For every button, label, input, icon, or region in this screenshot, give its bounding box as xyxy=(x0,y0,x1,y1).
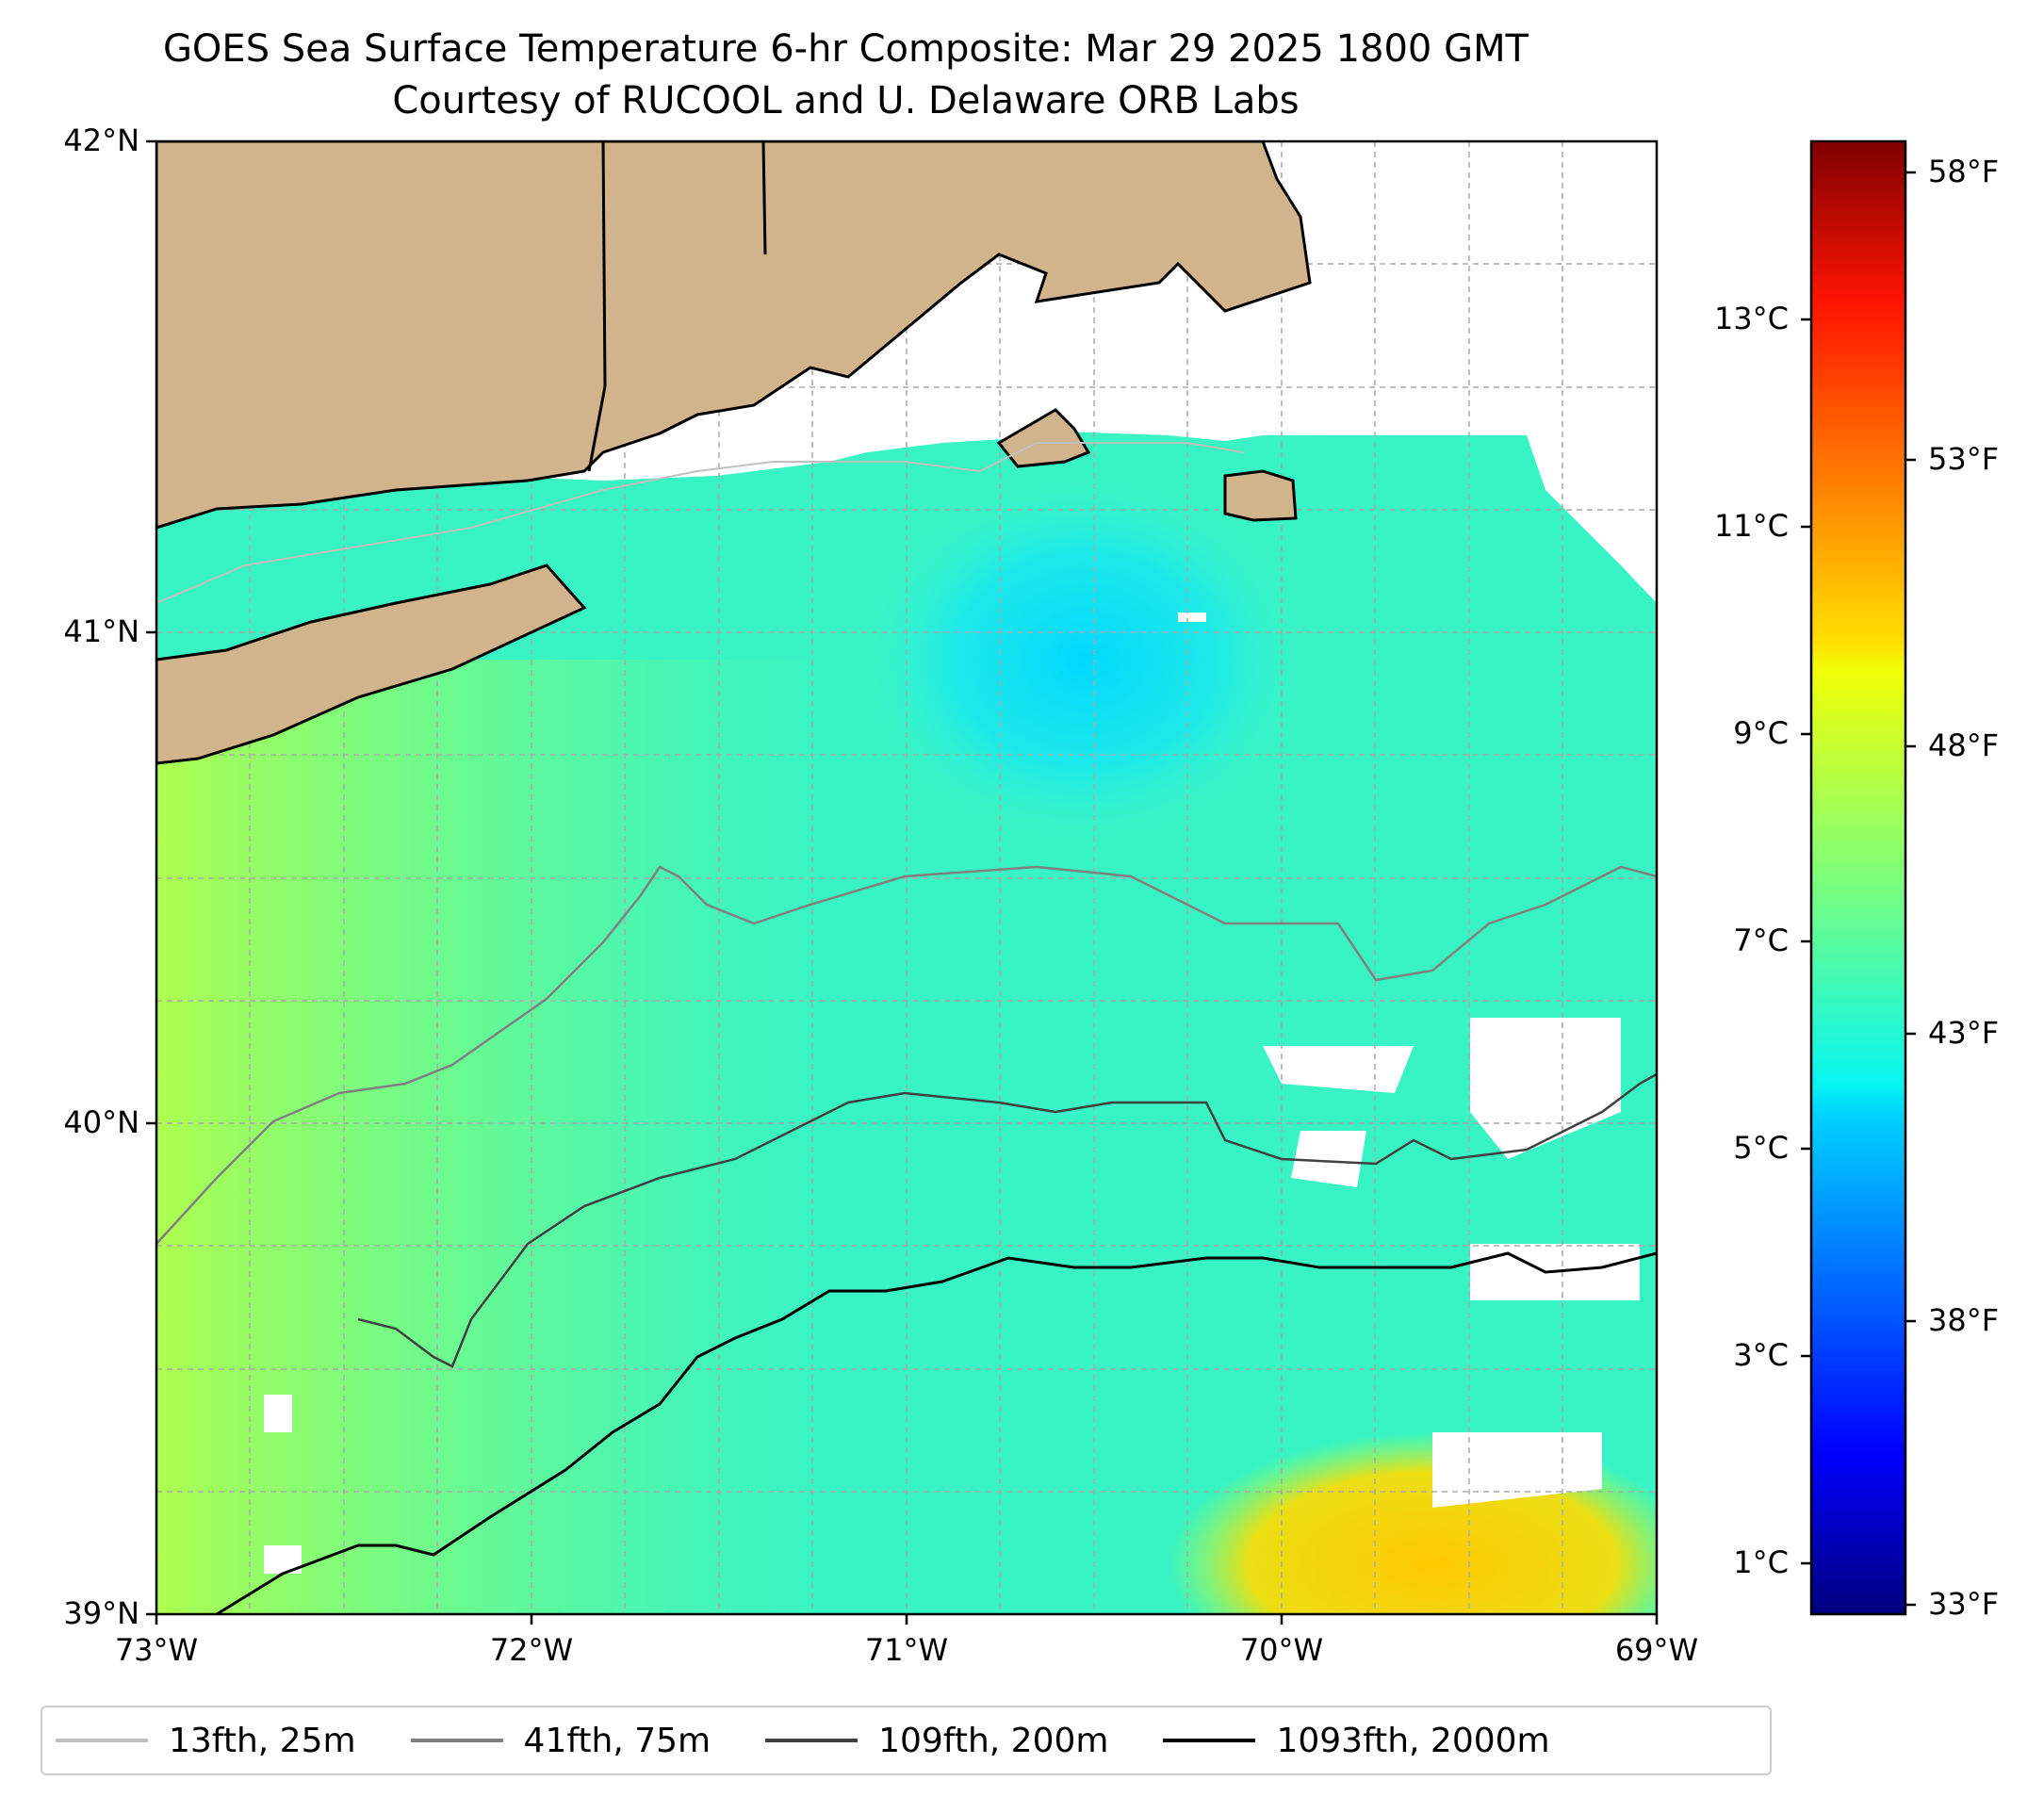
lon-tick-label: 70°W xyxy=(1239,1632,1324,1668)
colorbar-fahrenheit-label: 38°F xyxy=(1928,1302,2000,1338)
legend-label: 109fth, 200m xyxy=(878,1721,1109,1760)
chart-title: GOES Sea Surface Temperature 6-hr Compos… xyxy=(162,27,1529,71)
lat-tick-label: 41°N xyxy=(63,613,139,649)
colorbar-celsius-label: 13°C xyxy=(1713,301,1789,336)
legend-line-swatch xyxy=(765,1739,858,1742)
lat-tick-label: 40°N xyxy=(63,1104,139,1140)
contour-75m xyxy=(156,865,1657,1245)
colorbar-gradient xyxy=(1809,139,1907,1616)
land xyxy=(156,141,1312,765)
colorbar-fahrenheit-label: 43°F xyxy=(1928,1015,2000,1051)
state-borders xyxy=(587,141,767,472)
legend-label: 41fth, 75m xyxy=(523,1721,711,1760)
contour-25m xyxy=(156,442,1245,604)
legend-item-2000m: 1093fth, 2000m xyxy=(1163,1721,1550,1760)
map-area xyxy=(156,141,1657,1614)
legend-label: 1093fth, 2000m xyxy=(1276,1721,1550,1760)
colorbar-celsius-label: 9°C xyxy=(1733,715,1789,751)
lon-tick-label: 71°W xyxy=(864,1632,949,1668)
bathymetry-contours xyxy=(156,442,1657,1614)
colorbar-celsius-label: 5°C xyxy=(1733,1130,1789,1166)
legend-line-swatch xyxy=(56,1739,148,1742)
lat-tick-label: 42°N xyxy=(63,123,139,158)
legend-item-75m: 41fth, 75m xyxy=(410,1721,711,1760)
colorbar-celsius-label: 11°C xyxy=(1713,508,1789,544)
lon-tick-label: 72°W xyxy=(489,1632,574,1668)
colorbar-celsius-label: 7°C xyxy=(1733,923,1789,958)
legend-item-200m: 109fth, 200m xyxy=(765,1722,1108,1760)
cold-core xyxy=(867,481,1300,839)
colorbar-fahrenheit-label: 53°F xyxy=(1928,441,2000,477)
lon-tick-label: 69°W xyxy=(1614,1632,1699,1668)
legend-line-swatch xyxy=(1163,1739,1256,1742)
colorbar-fahrenheit-label: 58°F xyxy=(1928,154,2000,189)
chart-subtitle: Courtesy of RUCOOL and U. Delaware ORB L… xyxy=(392,79,1300,123)
colorbar-fahrenheit-label: 33°F xyxy=(1928,1586,2000,1622)
legend-label: 13fth, 25m xyxy=(169,1721,356,1760)
colorbar-celsius-label: 1°C xyxy=(1733,1544,1789,1580)
contour-2000m xyxy=(216,1251,1657,1614)
colorbar-celsius-label: 3°C xyxy=(1733,1337,1789,1373)
lat-tick-label: 39°N xyxy=(63,1595,139,1631)
warm-west-band xyxy=(156,660,816,1614)
colorbar-fahrenheit-label: 48°F xyxy=(1928,727,2000,763)
axis-ticks xyxy=(146,139,1659,1625)
legend-line-swatch xyxy=(410,1739,503,1742)
lon-tick-label: 73°W xyxy=(114,1632,199,1668)
colorbar-ticks xyxy=(1801,171,1916,1607)
legend-item-25m: 13fth, 25m xyxy=(56,1722,356,1760)
contour-200m xyxy=(357,1072,1657,1368)
bathymetry-legend: 13fth, 25m 41fth, 75m 109fth, 200m 1093f… xyxy=(41,1706,1772,1775)
